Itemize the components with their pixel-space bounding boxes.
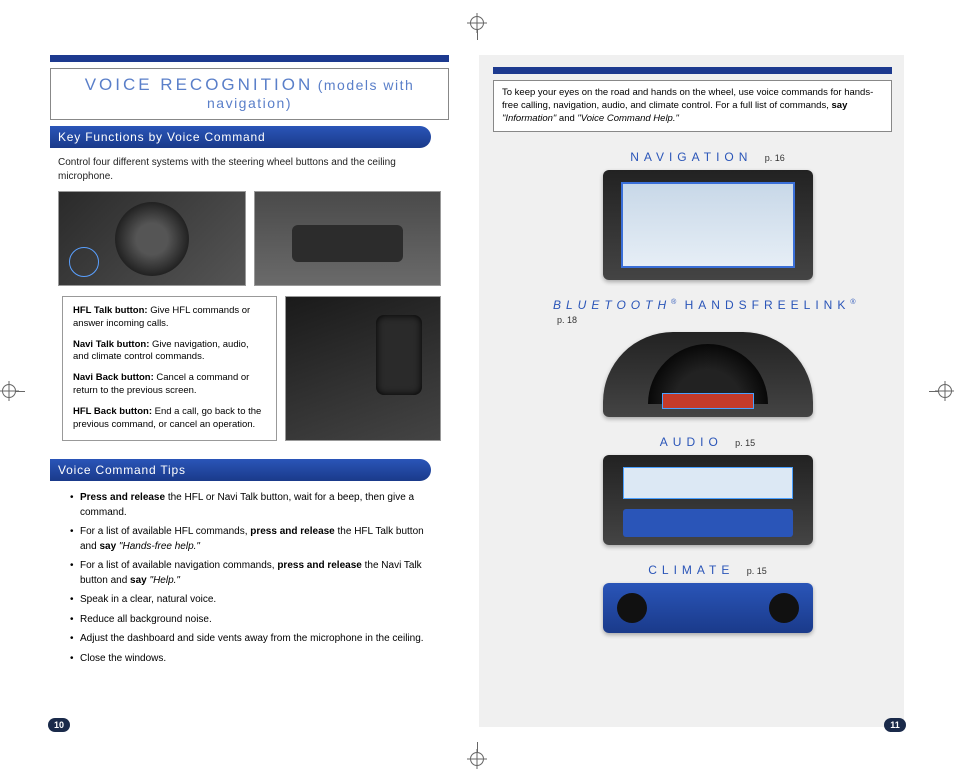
registration-mark	[470, 16, 484, 30]
section-title-main: VOICE RECOGNITION	[85, 75, 314, 94]
photo-row	[50, 191, 449, 296]
t: AUDIO	[660, 435, 723, 449]
callout-circle-icon	[69, 247, 99, 277]
registration-mark	[470, 752, 484, 766]
tip-item: For a list of available navigation comma…	[70, 559, 435, 588]
photo-steering-wheel	[58, 191, 246, 286]
b: say	[832, 100, 848, 111]
category-stack: NAVIGATION p. 16 BLUETOOTH ® HANDSFREELIN…	[493, 142, 892, 633]
device-navigation	[603, 170, 813, 280]
tip-item: Speak in a clear, natural voice.	[70, 593, 435, 608]
i: "Help."	[147, 575, 180, 586]
top-accent-bar	[50, 55, 449, 62]
page-right: To keep your eyes on the road and hands …	[479, 55, 904, 727]
page-left: VOICE RECOGNITION (models with navigatio…	[50, 55, 449, 727]
photo-wheel-buttons	[285, 296, 441, 441]
t: HANDSFREELINK	[676, 298, 850, 312]
heading-tips: Voice Command Tips	[50, 459, 431, 481]
button-descriptions: HFL Talk button: Give HFL commands or an…	[62, 296, 277, 441]
label: HFL Talk button:	[73, 305, 148, 316]
t: CLIMATE	[648, 563, 734, 577]
page-spread: VOICE RECOGNITION (models with navigatio…	[50, 55, 904, 727]
tip-item: Reduce all background noise.	[70, 613, 435, 628]
cat-audio-label: AUDIO p. 15	[660, 435, 755, 449]
tip-item: Press and release the HFL or Navi Talk b…	[70, 491, 435, 520]
t: NAVIGATION	[630, 150, 752, 164]
device-audio	[603, 455, 813, 545]
tip-item: For a list of available HFL commands, pr…	[70, 525, 435, 554]
t: BLUETOOTH	[553, 298, 671, 312]
photo-ceiling-mic	[254, 191, 442, 286]
page-number-left: 10	[48, 718, 70, 732]
cat-bluetooth-label: BLUETOOTH® HANDSFREELINK® p. 18	[553, 298, 862, 326]
heading-key-functions: Key Functions by Voice Command	[50, 126, 431, 148]
button-details: HFL Talk button: Give HFL commands or an…	[50, 296, 449, 449]
page-ref: p. 18	[557, 315, 577, 325]
tips-list: Press and release the HFL or Navi Talk b…	[50, 485, 449, 677]
t: For a list of available HFL commands,	[80, 526, 250, 537]
device-climate	[603, 583, 813, 633]
registration-mark	[938, 384, 952, 398]
intro-box: To keep your eyes on the road and hands …	[493, 80, 892, 132]
cat-climate-label: CLIMATE p. 15	[648, 563, 767, 577]
reg-mark-icon: ®	[850, 299, 855, 306]
page-ref: p. 16	[765, 153, 785, 163]
page-ref: p. 15	[735, 438, 755, 448]
label: Navi Talk button:	[73, 339, 149, 350]
label: HFL Back button:	[73, 406, 152, 417]
i: "Hands-free help."	[116, 541, 200, 552]
cat-navigation-label: NAVIGATION p. 16	[630, 150, 785, 164]
registration-mark	[2, 384, 16, 398]
top-accent-bar	[493, 67, 892, 74]
intro-text: Control four different systems with the …	[50, 152, 449, 191]
page-number-right: 11	[884, 718, 906, 732]
page-ref: p. 15	[747, 566, 767, 576]
label: Navi Back button:	[73, 372, 154, 383]
i: "Information"	[502, 113, 556, 124]
hfl-talk-desc: HFL Talk button: Give HFL commands or an…	[73, 305, 266, 331]
b: say	[130, 575, 147, 586]
i: "Voice Command Help."	[577, 113, 678, 124]
t: and	[556, 113, 577, 124]
t: For a list of available navigation comma…	[80, 560, 277, 571]
t: To keep your eyes on the road and hands …	[502, 87, 873, 111]
navi-talk-desc: Navi Talk button: Give navigation, audio…	[73, 339, 266, 365]
tip-item: Adjust the dashboard and side vents away…	[70, 632, 435, 647]
b: press and release	[277, 560, 362, 571]
b: press and release	[250, 526, 335, 537]
tip-item: Close the windows.	[70, 652, 435, 667]
b: Press and release	[80, 492, 165, 503]
hfl-back-desc: HFL Back button: End a call, go back to …	[73, 406, 266, 432]
b: say	[99, 541, 116, 552]
navi-back-desc: Navi Back button: Cancel a command or re…	[73, 372, 266, 398]
device-cluster	[603, 332, 813, 417]
section-title: VOICE RECOGNITION (models with navigatio…	[50, 68, 449, 120]
